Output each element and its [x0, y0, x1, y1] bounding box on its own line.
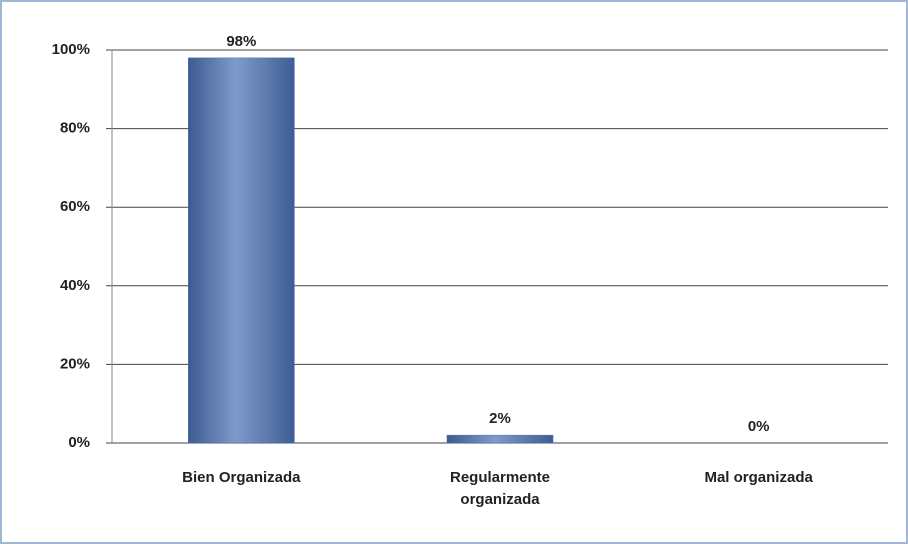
- bar: [446, 434, 554, 444]
- data-label: 0%: [748, 418, 770, 435]
- data-label: 2%: [489, 410, 511, 427]
- bar: [188, 57, 295, 444]
- y-tick-label: 80%: [60, 120, 90, 137]
- y-tick-label: 100%: [52, 41, 90, 58]
- y-tick-label: 60%: [60, 198, 90, 215]
- x-tick-label: Mal organizada: [704, 469, 813, 486]
- y-tick-label: 40%: [60, 277, 90, 294]
- data-label: 98%: [226, 33, 256, 50]
- y-tick-label: 0%: [68, 434, 90, 451]
- x-tick-label: Regularmente organizada: [449, 469, 551, 508]
- x-tick-label: Bien Organizada: [182, 469, 301, 486]
- y-tick-label: 20%: [60, 355, 90, 372]
